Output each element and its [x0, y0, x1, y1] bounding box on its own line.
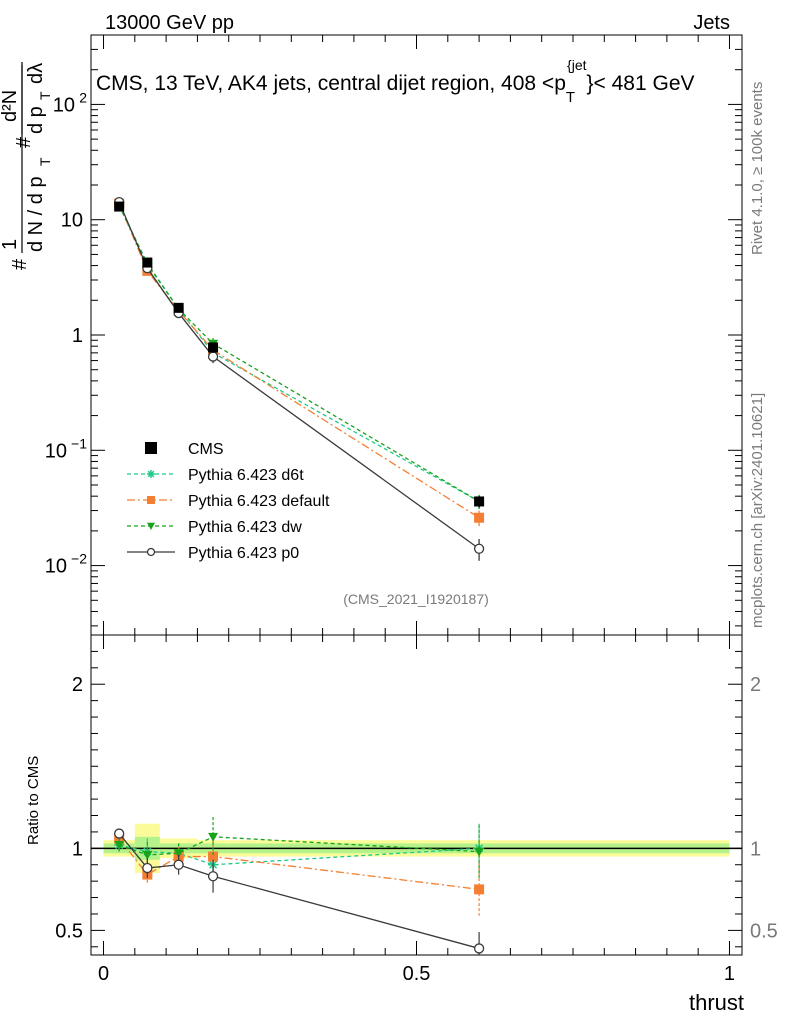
series-point	[207, 351, 219, 362]
ratio-point	[473, 943, 485, 954]
series-line-pythia-6-423-dw	[118, 205, 480, 503]
legend-label: Pythia 6.423 d6t	[188, 467, 304, 484]
x-axis-label: thrust	[689, 990, 744, 1015]
main-y-tick-label: 10 2	[53, 89, 87, 116]
legend-marker	[147, 470, 155, 478]
legend-marker	[145, 442, 157, 454]
svg-text:T: T	[37, 91, 53, 100]
series-point	[474, 512, 485, 523]
svg-text:dλ: dλ	[25, 63, 47, 84]
ratio-y-tick-label: 2	[72, 674, 83, 696]
x-tick-label: 1	[724, 963, 735, 985]
svg-text:1: 1	[0, 239, 21, 250]
legend: CMS Pythia 6.423 d6t Pythia 6.423 default P…	[127, 441, 330, 562]
legend-marker	[147, 522, 155, 530]
main-y-tick-label: 10 −1	[45, 435, 87, 462]
x-tick-labels: 0 0.5 1	[98, 963, 735, 985]
main-y-tick-label: 10 −2	[45, 551, 87, 578]
legend-label: Pythia 6.423 p0	[188, 545, 299, 562]
svg-text:T: T	[37, 157, 53, 166]
ratio-y-tick-label-right: 0.5	[750, 920, 778, 942]
x-tick-label: 0	[98, 963, 109, 985]
ratio-point	[208, 851, 219, 862]
ratio-axis-ticks: 0.5 0.5 1 1 2 2	[55, 650, 778, 948]
main-y-axis-label: # 1 d N / d p T # d²N d p T dλ	[0, 62, 53, 270]
cms-data-point	[114, 201, 125, 212]
category-label: Jets	[693, 12, 730, 34]
series-line-pythia-6-423-d6t	[118, 205, 480, 503]
svg-text:#: #	[9, 258, 31, 270]
series-point	[473, 543, 485, 554]
ratio-y-tick-label-right: 1	[750, 838, 761, 860]
ratio-y-tick-label: 1	[72, 838, 83, 860]
svg-text:d N / d p: d N / d p	[25, 176, 47, 252]
ratio-point	[114, 841, 125, 851]
analysis-id: (CMS_2021_I1920187)	[343, 591, 489, 607]
x-tick-label: 0.5	[403, 963, 431, 985]
ratio-point	[207, 871, 219, 882]
ratio-y-tick-label: 0.5	[55, 920, 83, 942]
cms-data-point	[208, 342, 219, 353]
main-data-points	[114, 201, 485, 508]
cms-data-point	[142, 257, 153, 268]
ratio-point	[474, 847, 485, 857]
ratio-point	[142, 862, 153, 874]
legend-marker	[146, 547, 156, 557]
legend-marker	[147, 496, 155, 504]
svg-text:d p: d p	[25, 106, 47, 134]
main-axis-ticks: 10 −2 10 −1 1 10 10 2	[45, 34, 742, 955]
legend-label: Pythia 6.423 dw	[188, 519, 302, 536]
ratio-point	[173, 849, 184, 859]
svg-text:#: #	[13, 136, 35, 148]
main-y-tick-label: 1	[72, 325, 83, 347]
ratio-point	[114, 828, 125, 839]
ratio-line-pythia-6-423-d6t	[119, 844, 480, 866]
ratio-series	[114, 817, 485, 955]
ratio-y-tick-label-right: 2	[750, 674, 761, 696]
svg-text:d²N: d²N	[0, 90, 21, 122]
plot-title: CMS, 13 TeV, AK4 jets, central dijet reg…	[96, 57, 695, 106]
ratio-point	[208, 832, 219, 842]
cms-data-point	[173, 302, 184, 313]
energy-label: 13000 GeV pp	[105, 12, 234, 34]
legend-label: CMS	[188, 441, 224, 458]
ratio-panel-frame	[90, 634, 743, 956]
cms-data-point	[474, 496, 485, 507]
source-label: mcplots.cern.ch [arXiv:2401.10621]	[749, 393, 766, 628]
ratio-y-axis-label: Ratio to CMS	[25, 756, 42, 845]
main-y-tick-label: 10	[61, 210, 83, 232]
rivet-label: Rivet 4.1.0, ≥ 100k events	[749, 82, 766, 255]
ratio-point	[142, 850, 153, 860]
legend-label: Pythia 6.423 default	[188, 493, 330, 510]
ratio-point	[474, 884, 485, 895]
ratio-point	[173, 859, 184, 870]
